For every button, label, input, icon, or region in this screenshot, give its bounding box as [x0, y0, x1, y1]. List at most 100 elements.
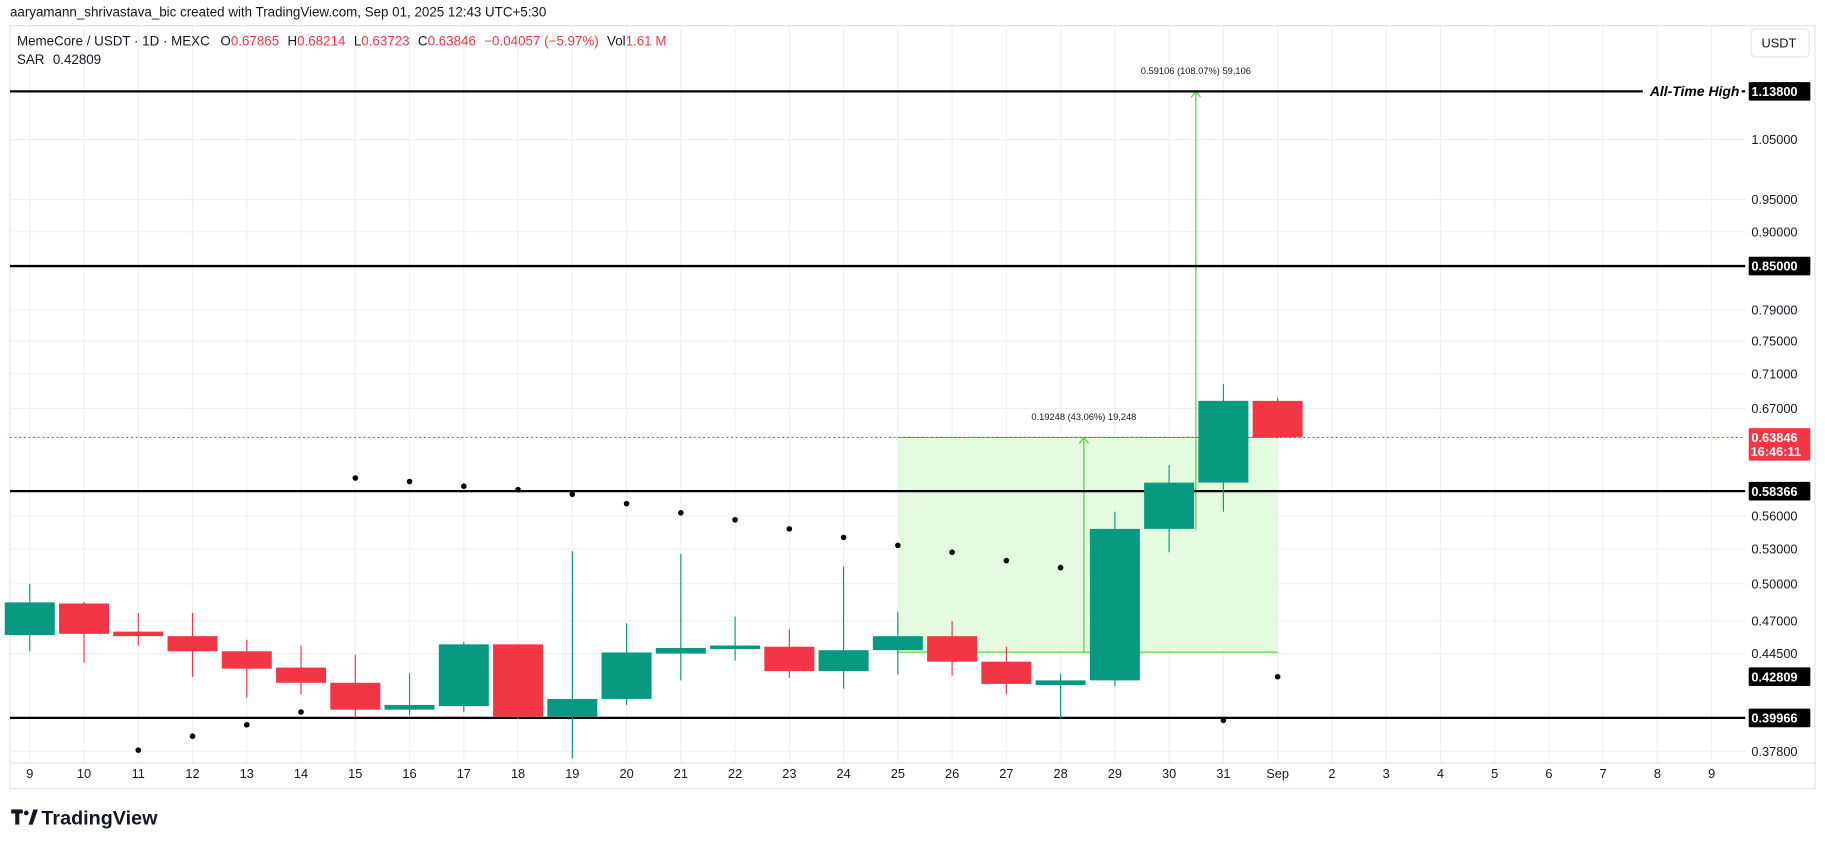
time-tick-label: 31: [1216, 766, 1230, 781]
time-tick-label: 20: [619, 766, 633, 781]
time-tick-label: 4: [1437, 766, 1444, 781]
last-price-tag: [1748, 428, 1811, 461]
time-tick-label: 5: [1491, 766, 1498, 781]
level-label: All-Time High: [1649, 83, 1740, 99]
tradingview-logo[interactable]: TradingView: [11, 808, 158, 830]
price-tick-label: 0.53000: [1751, 542, 1797, 557]
price-tick-label: 0.95000: [1751, 192, 1797, 207]
time-tick-label: 29: [1108, 766, 1122, 781]
sar-price-tag-text: 0.42809: [1751, 669, 1797, 684]
sar-dot: [461, 483, 467, 489]
sar-dot: [1003, 557, 1010, 564]
price-tick-label: 0.56000: [1751, 509, 1797, 524]
time-tick-label: 7: [1600, 766, 1607, 781]
level-price-tag-text: 0.58366: [1751, 484, 1797, 499]
time-tick-label: 27: [999, 766, 1013, 781]
price-tick-label: 0.47000: [1751, 613, 1797, 628]
sar-dot: [786, 526, 793, 532]
horizontal-levels[interactable]: All-Time High: [10, 83, 1746, 720]
price-axis[interactable]: 1.05000 0.95000 0.90000 0.79000 0.75000 0.710…: [1751, 132, 1797, 759]
candle-body-up: [872, 636, 923, 651]
time-tick-label: 26: [945, 766, 959, 781]
price-tick-label: 0.75000: [1751, 334, 1797, 349]
sar-dot: [243, 721, 250, 728]
tv-logo-icon: [11, 809, 38, 825]
sar-dot: [298, 709, 304, 715]
currency-button[interactable]: USDT: [1750, 28, 1810, 58]
level-price-tag: [1748, 708, 1811, 728]
symbol-title: MemeCore / USDT · 1D · MEXC: [17, 33, 210, 48]
time-tick-label: 13: [240, 766, 254, 781]
legend: MemeCore / USDT · 1D · MEXC O0.67865 H 0.…: [17, 33, 666, 48]
measure-label: 0.59106 (108.07%) 59,106: [1141, 66, 1251, 76]
price-tick-label: 0.50000: [1751, 576, 1797, 591]
candle-body-down: [113, 631, 164, 637]
time-tick-label: 17: [457, 766, 471, 781]
time-tick-label: 6: [1545, 766, 1552, 781]
price-tick-label: 0.37800: [1751, 744, 1797, 759]
time-tick-label: 9: [26, 766, 33, 781]
candle-body-down: [764, 646, 815, 672]
time-tick-label: 14: [294, 766, 308, 781]
candle-body-up: [1144, 482, 1195, 529]
time-tick-label: 15: [348, 766, 362, 781]
close-label: C: [418, 33, 428, 48]
candle-body-up: [655, 647, 706, 654]
measure-tools[interactable]: 0.19248 (43.06%) 19,248 0.59106 (108.07%)…: [897, 66, 1278, 653]
countdown-text: 16:46:11: [1751, 444, 1801, 459]
candle-body-up: [1035, 680, 1086, 686]
time-tick-label: 18: [511, 766, 525, 781]
measure-label: 0.19248 (43.06%) 19,248: [1031, 412, 1136, 422]
change-value: −0.04057 (−5.97%): [484, 33, 598, 48]
time-axis[interactable]: 9 10 11 12 13 14 15 16 17 18 19 20 21 22 23 24 25 26 27 28 2…: [10, 762, 1815, 781]
currency-label: USDT: [1762, 36, 1797, 51]
candle-body-up: [547, 698, 598, 717]
candle-body-down: [276, 667, 327, 683]
arrow-up-icon: [1078, 436, 1089, 444]
open-value: 0.67865: [231, 33, 279, 48]
candle-body-up: [1089, 528, 1140, 681]
candle-body-up: [438, 644, 489, 707]
sar-dot: [949, 549, 955, 556]
time-tick-label: 10: [77, 766, 91, 781]
low-label: L: [354, 33, 361, 48]
level-price-tag: [1748, 256, 1811, 276]
sar-dots: [135, 475, 1281, 753]
price-tick-label: 1.05000: [1751, 132, 1797, 147]
time-tick-label: 16: [402, 766, 416, 781]
sar-dot: [515, 486, 521, 493]
price-tick-label: 0.79000: [1751, 303, 1797, 318]
sar-value: 0.42809: [53, 52, 101, 67]
level-price-tag: [1748, 481, 1811, 501]
sar-dot: [623, 500, 630, 507]
time-tick-label: 11: [132, 766, 145, 781]
sar-legend: SAR 0.42809: [17, 52, 101, 67]
attribution: aaryamann_shrivastava_bic created with T…: [10, 4, 546, 19]
time-tick-label: Sep: [1266, 766, 1289, 781]
close-value: 0.63846: [428, 33, 476, 48]
time-tick-label: 3: [1383, 766, 1390, 781]
sar-dot: [1057, 564, 1064, 571]
time-tick-label: 2: [1328, 766, 1335, 781]
sar-dot: [1274, 673, 1281, 680]
candle-body-down: [1252, 400, 1303, 438]
time-tick-label: 23: [782, 766, 796, 781]
sar-dot: [352, 475, 359, 481]
volume-label: Vol: [607, 33, 626, 48]
candle-body-down: [59, 603, 110, 634]
time-tick-label: 24: [836, 766, 850, 781]
time-tick-label: 8: [1654, 766, 1661, 781]
sar-dot: [569, 491, 576, 498]
level-price-tag-text: 0.85000: [1751, 259, 1797, 274]
level-price-tag-text: 1.13800: [1751, 84, 1797, 99]
high-label: H: [288, 33, 298, 48]
price-tick-label: 0.71000: [1751, 366, 1797, 381]
candle-body-up: [710, 645, 761, 649]
sar-label: SAR: [17, 52, 45, 67]
open-label: O: [220, 33, 230, 48]
chart-frame: [9, 25, 1816, 790]
candle-body-down: [221, 651, 272, 669]
sar-price-tag: [1748, 667, 1811, 687]
sar-dot: [406, 478, 413, 485]
